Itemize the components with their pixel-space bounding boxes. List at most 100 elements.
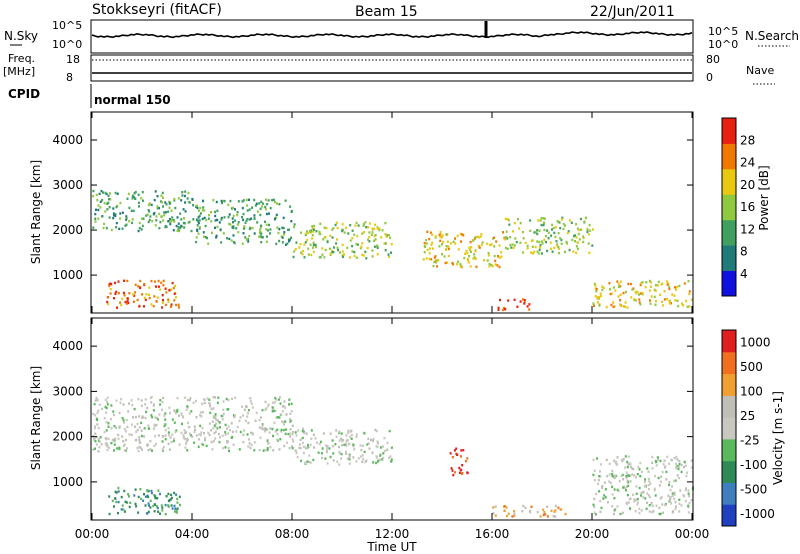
echo-cell: [243, 429, 246, 432]
echo-cell: [255, 411, 258, 415]
echo-cell: [144, 504, 147, 507]
echo-cell: [307, 253, 310, 256]
echo-cell: [241, 206, 244, 210]
echo-cell: [196, 219, 199, 222]
echo-cell: [685, 299, 688, 303]
echo-cell: [619, 293, 622, 296]
echo-cell: [144, 416, 147, 420]
echo-cell: [356, 243, 359, 246]
echo-cell: [492, 512, 495, 515]
echo-cell: [365, 459, 368, 462]
echo-cell: [180, 431, 183, 434]
echo-cell: [121, 504, 124, 507]
echo-cell: [114, 292, 117, 295]
echo-cell: [599, 292, 602, 295]
echo-cell: [167, 499, 170, 503]
echo-cell: [641, 281, 644, 284]
echo-cell: [567, 230, 570, 233]
echo-cell: [674, 500, 677, 504]
echo-cell: [423, 251, 426, 254]
echo-cell: [159, 492, 161, 496]
echo-cell: [159, 512, 161, 515]
echo-cell: [601, 486, 604, 489]
echo-cell: [336, 246, 339, 249]
echo-cell: [493, 254, 496, 258]
echo-cell: [363, 432, 366, 435]
echo-cell: [428, 252, 431, 255]
echo-cell: [198, 438, 201, 441]
echo-cell: [461, 471, 464, 475]
echo-cell: [522, 237, 525, 240]
echo-cell: [560, 242, 563, 245]
echo-cell: [433, 260, 436, 264]
echo-cell: [539, 244, 542, 247]
echo-cell: [325, 227, 328, 230]
echo-cell: [612, 301, 615, 304]
echo-cell: [153, 503, 156, 506]
echo-cell: [389, 236, 392, 240]
echo-cell: [672, 510, 674, 513]
echo-cell: [99, 200, 102, 203]
echo-cell: [376, 253, 379, 256]
echo-cell: [120, 398, 123, 401]
echo-cell: [296, 455, 299, 459]
echo-cell: [290, 410, 293, 413]
echo-cell: [541, 242, 544, 245]
echo-cell: [332, 459, 335, 462]
echo-cell: [431, 241, 434, 245]
echo-cell: [634, 476, 637, 479]
echo-cell: [658, 512, 661, 516]
echo-cell: [138, 205, 140, 208]
echo-cell: [127, 410, 130, 413]
echo-cell: [345, 450, 347, 454]
echo-cell: [559, 508, 562, 511]
echo-cell: [316, 441, 318, 444]
echo-cell: [549, 247, 552, 250]
echo-cell: [654, 460, 657, 463]
echo-cell: [290, 402, 293, 406]
echo-cell: [365, 226, 368, 229]
echo-cell: [128, 220, 131, 223]
echo-cell: [350, 437, 353, 440]
echo-cell: [611, 493, 614, 496]
echo-cell: [390, 458, 393, 461]
echo-cell: [507, 299, 510, 302]
echo-cell: [339, 251, 341, 254]
echo-cell: [678, 502, 681, 505]
echo-cell: [132, 293, 134, 296]
echo-cell: [625, 475, 628, 478]
echo-cell: [95, 193, 98, 197]
echo-cell: [640, 282, 643, 285]
echo-cell: [143, 427, 146, 430]
echo-cell: [511, 515, 514, 518]
echo-cell: [143, 493, 145, 496]
echo-cell: [489, 243, 491, 247]
echo-cell: [120, 495, 123, 499]
echo-cell: [156, 205, 159, 208]
echo-cell: [311, 237, 314, 240]
echo-cell: [294, 248, 297, 251]
echo-cell: [110, 282, 113, 286]
echo-cell: [466, 457, 469, 460]
echo-cell: [531, 245, 534, 249]
echo-cell: [110, 417, 112, 421]
echo-cell: [153, 280, 156, 283]
echo-cell: [373, 239, 376, 242]
echo-cell: [198, 226, 201, 229]
echo-cell: [282, 405, 285, 408]
echo-cell: [552, 515, 555, 518]
echo-cell: [139, 488, 142, 491]
echo-cell: [266, 428, 269, 431]
echo-cell: [168, 206, 171, 209]
echo-cell: [281, 226, 284, 229]
echo-cell: [674, 299, 677, 302]
echo-cell: [93, 437, 96, 440]
echo-cell: [305, 232, 308, 236]
echo-cell: [155, 285, 157, 288]
echo-cell: [125, 218, 128, 221]
echo-cell: [309, 461, 312, 464]
echo-cell: [615, 463, 618, 466]
echo-cell: [455, 447, 458, 450]
echo-cell: [245, 238, 248, 241]
